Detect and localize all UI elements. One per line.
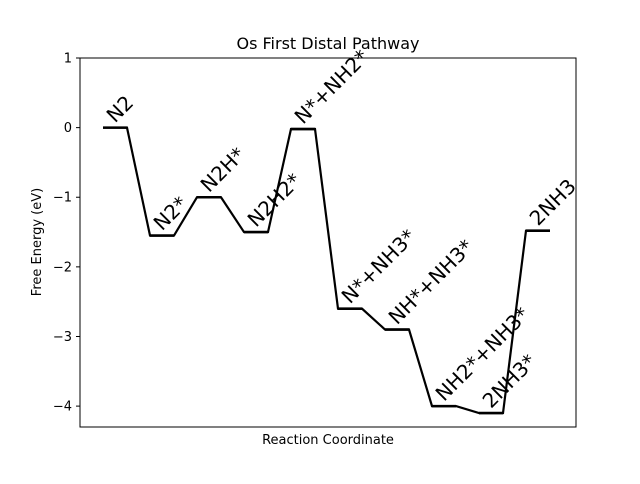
y-tick-label: −3 <box>53 330 72 345</box>
y-tick-label: −2 <box>53 260 72 275</box>
y-axis-label: Free Energy (eV) <box>30 188 45 296</box>
y-tick-label: 0 <box>64 121 72 136</box>
energy-pathway-line <box>103 126 550 415</box>
x-axis-label: Reaction Coordinate <box>262 433 394 448</box>
plot-frame <box>79 57 577 428</box>
y-tick-label: 1 <box>64 52 72 67</box>
y-axis: −4 −3 −2 −1 0 1 <box>53 52 80 415</box>
y-tick-label: −1 <box>53 191 72 206</box>
plot-area <box>79 57 577 428</box>
energy-series <box>103 126 550 415</box>
chart-title: Os First Distal Pathway <box>237 34 420 53</box>
y-tick-label: −4 <box>53 400 72 415</box>
